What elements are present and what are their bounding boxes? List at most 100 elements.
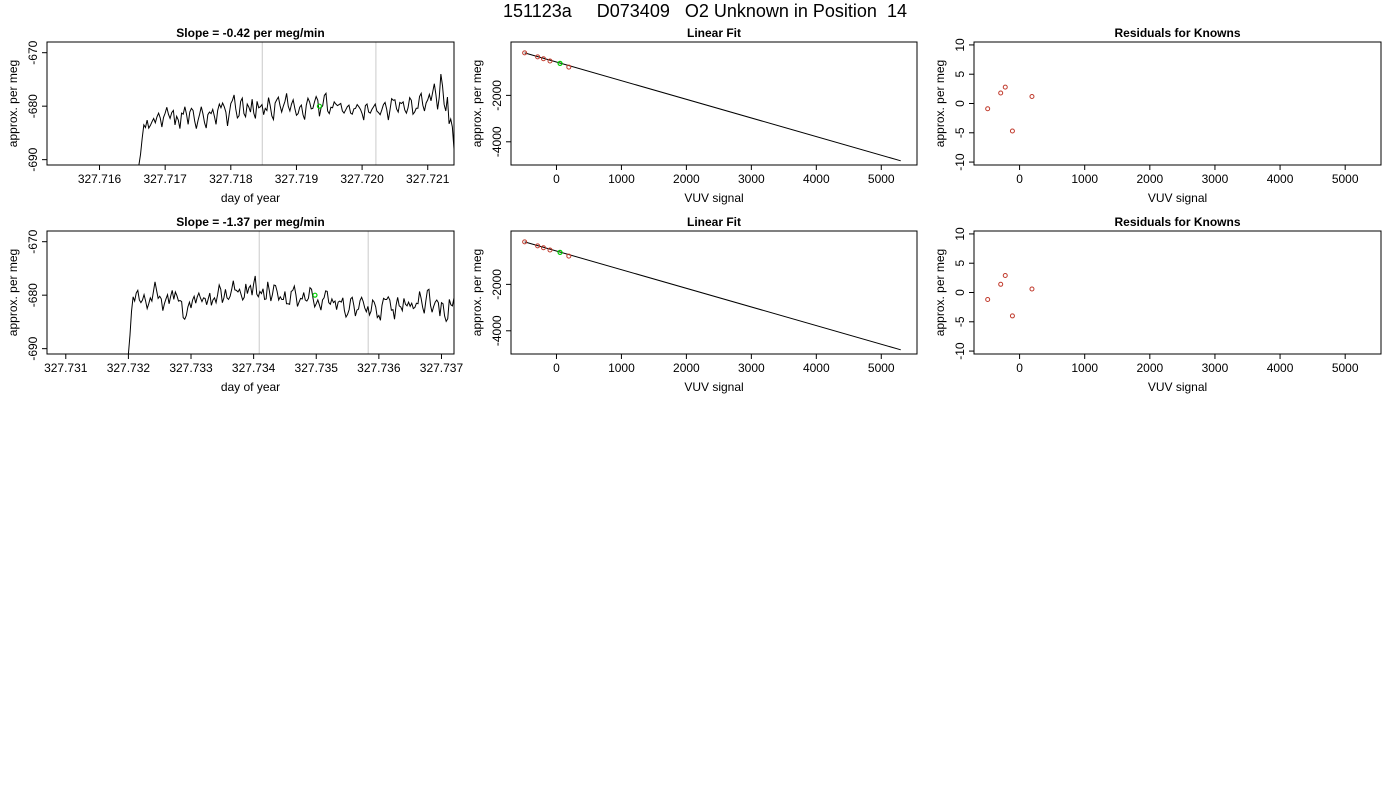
- data-point: [998, 281, 1004, 287]
- x-tick-label: 5000: [868, 361, 895, 375]
- x-axis-label: VUV signal: [684, 191, 743, 205]
- data-point: [1029, 93, 1035, 99]
- data-point: [566, 64, 572, 70]
- y-tick-label: -5: [953, 316, 967, 327]
- y-tick-label: 0: [953, 100, 967, 107]
- plot-frame: [510, 41, 918, 166]
- x-tick-label: 5000: [1332, 361, 1359, 375]
- x-tick-label: 327.733: [169, 361, 213, 375]
- data-point: [540, 245, 546, 251]
- y-tick-label: -690: [26, 147, 40, 171]
- data-point: [1002, 273, 1008, 279]
- fit-line: [524, 241, 901, 351]
- x-tick-label: 4000: [1267, 172, 1294, 186]
- x-tick-label: 327.717: [143, 172, 187, 186]
- y-tick-label: 0: [953, 289, 967, 296]
- x-tick-label: 5000: [1332, 172, 1359, 186]
- x-tick-label: 2000: [1136, 172, 1163, 186]
- chart-title: Linear Fit: [687, 26, 741, 40]
- plot-frame: [46, 230, 455, 355]
- y-tick-label: -680: [26, 94, 40, 118]
- x-tick-label: 3000: [738, 361, 765, 375]
- y-tick-label: -4000: [490, 315, 504, 346]
- y-tick-label: -2000: [490, 80, 504, 111]
- data-point: [1009, 128, 1015, 134]
- x-tick-label: 1000: [608, 361, 635, 375]
- x-tick-label: 0: [553, 172, 560, 186]
- x-tick-label: 3000: [1202, 361, 1229, 375]
- chart-title: Residuals for Knowns: [1114, 26, 1240, 40]
- y-tick-label: -5: [953, 127, 967, 138]
- data-point: [522, 239, 528, 245]
- x-tick-label: 327.731: [44, 361, 88, 375]
- y-tick-label: -670: [26, 40, 40, 64]
- y-tick-label: -2000: [490, 269, 504, 300]
- data-point: [535, 243, 541, 249]
- fit-line: [524, 52, 901, 162]
- x-tick-label: 4000: [1267, 361, 1294, 375]
- data-point: [540, 56, 546, 62]
- x-tick-label: 327.735: [295, 361, 339, 375]
- x-tick-label: 2000: [673, 361, 700, 375]
- data-point: [566, 253, 572, 259]
- data-point: [522, 50, 528, 56]
- x-tick-label: 3000: [1202, 172, 1229, 186]
- plot-frame: [973, 230, 1382, 355]
- y-tick-label: 10: [953, 38, 967, 52]
- x-axis-label: day of year: [221, 380, 280, 394]
- unknown-marker: [557, 249, 563, 255]
- x-axis-label: day of year: [221, 191, 280, 205]
- y-tick-label: -680: [26, 283, 40, 307]
- plot-frame: [510, 230, 918, 355]
- x-tick-label: 327.721: [406, 172, 450, 186]
- y-tick-label: -10: [953, 342, 967, 360]
- unknown-marker: [312, 292, 318, 298]
- chart-title: Slope = -0.42 per meg/min: [176, 26, 324, 40]
- data-point: [1009, 313, 1015, 319]
- plot-frame: [46, 41, 455, 166]
- y-axis-label: approx. per meg: [933, 60, 947, 147]
- x-tick-label: 1000: [1071, 172, 1098, 186]
- x-tick-label: 3000: [738, 172, 765, 186]
- y-tick-label: 10: [953, 227, 967, 241]
- y-axis-label: approx. per meg: [933, 249, 947, 336]
- y-tick-label: 5: [953, 260, 967, 267]
- plot-frame: [973, 41, 1382, 166]
- x-tick-label: 1000: [608, 172, 635, 186]
- x-tick-label: 0: [553, 361, 560, 375]
- y-tick-label: -690: [26, 336, 40, 360]
- x-tick-label: 2000: [673, 172, 700, 186]
- x-tick-label: 327.737: [420, 361, 464, 375]
- y-axis-label: approx. per meg: [6, 60, 20, 147]
- y-tick-label: -4000: [490, 126, 504, 157]
- x-tick-label: 0: [1016, 172, 1023, 186]
- x-tick-label: 5000: [868, 172, 895, 186]
- y-tick-label: -10: [953, 153, 967, 171]
- y-axis-label: approx. per meg: [470, 60, 484, 147]
- chart-title: Residuals for Knowns: [1114, 215, 1240, 229]
- series-line: [127, 275, 454, 354]
- x-axis-label: VUV signal: [684, 380, 743, 394]
- x-tick-label: 327.718: [209, 172, 253, 186]
- series-line: [138, 74, 454, 165]
- x-tick-label: 327.719: [275, 172, 319, 186]
- x-axis-label: VUV signal: [1148, 191, 1207, 205]
- data-point: [985, 106, 991, 112]
- page-title: 151123a D073409 O2 Unknown in Position 1…: [503, 1, 907, 21]
- data-point: [535, 54, 541, 60]
- x-axis-label: VUV signal: [1148, 380, 1207, 394]
- x-tick-label: 327.734: [232, 361, 276, 375]
- x-tick-label: 2000: [1136, 361, 1163, 375]
- data-point: [547, 58, 553, 64]
- data-point: [1002, 84, 1008, 90]
- chart-title: Linear Fit: [687, 215, 741, 229]
- x-tick-label: 327.736: [357, 361, 401, 375]
- y-axis-label: approx. per meg: [6, 249, 20, 336]
- chart-title: Slope = -1.37 per meg/min: [176, 215, 324, 229]
- x-tick-label: 327.732: [107, 361, 151, 375]
- x-tick-label: 327.716: [78, 172, 122, 186]
- y-tick-label: -670: [26, 229, 40, 253]
- x-tick-label: 1000: [1071, 361, 1098, 375]
- x-tick-label: 0: [1016, 361, 1023, 375]
